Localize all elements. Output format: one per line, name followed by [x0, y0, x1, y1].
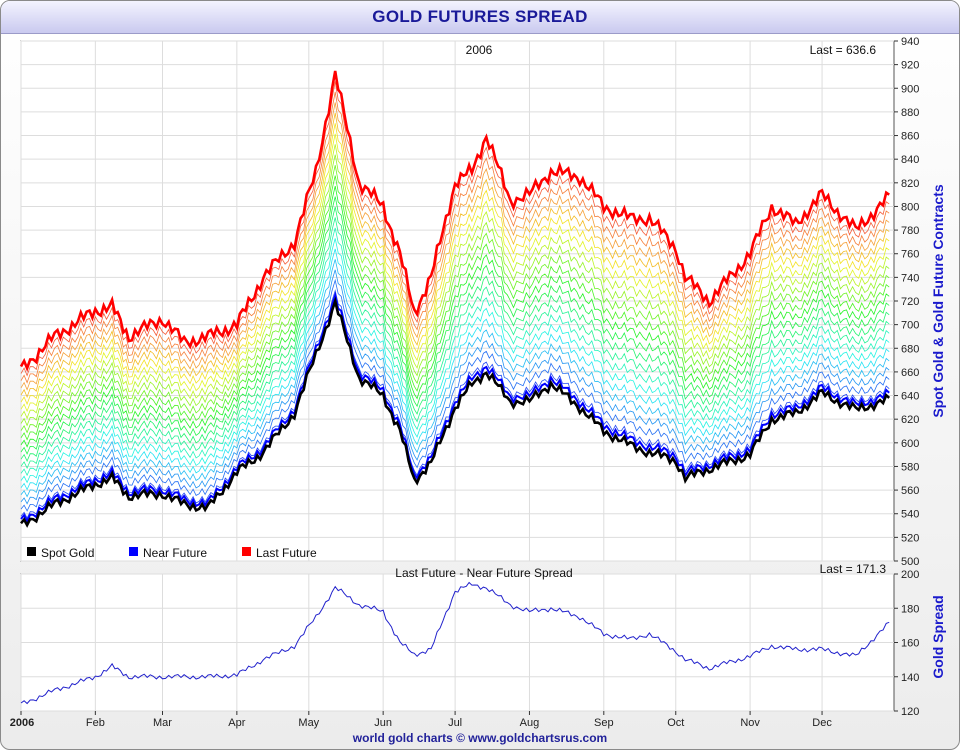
y-tick-label: 520: [901, 532, 919, 544]
y-tick-label: 640: [901, 391, 919, 403]
x-tick-label: Nov: [740, 717, 760, 729]
y-tick-label: 140: [901, 672, 919, 684]
legend: Spot Gold Near Future Last Future: [27, 546, 317, 560]
contract-line: [20, 217, 890, 470]
x-tick-label: Feb: [86, 717, 105, 729]
x-tick-label: Sep: [594, 717, 614, 729]
y-tick-label: 720: [901, 296, 919, 308]
contract-line: [20, 102, 890, 391]
legend-label: Near Future: [143, 546, 207, 560]
y-tick-label: 540: [901, 509, 919, 521]
x-tick-label: Dec: [812, 717, 832, 729]
contract-line: [20, 278, 890, 512]
contract-line: [20, 154, 890, 427]
y-tick-label: 120: [901, 706, 919, 718]
chart-title: GOLD FUTURES SPREAD: [372, 7, 588, 26]
contract-line: [20, 186, 890, 448]
x-tick-label: 2006: [10, 717, 34, 729]
contract-line: [20, 259, 890, 498]
spread-chart-title: Last Future - Near Future Spread: [395, 566, 572, 580]
series-near-future: [20, 291, 890, 523]
y-tick-label: 580: [901, 461, 919, 473]
contract-line: [20, 289, 890, 519]
contract-line: [20, 227, 890, 477]
top-chart-subtitle: 2006: [466, 43, 493, 57]
spread-last-value: Last = 171.3: [820, 562, 887, 576]
top-y-axis-title: Spot Gold & Gold Future Contracts: [930, 184, 946, 418]
y-tick-label: 160: [901, 638, 919, 650]
legend-swatch: [27, 547, 36, 556]
contract-line: [20, 175, 890, 441]
legend-label: Spot Gold: [41, 546, 94, 560]
x-tick-label: Jun: [374, 717, 392, 729]
x-tick-label: Mar: [153, 717, 172, 729]
y-tick-label: 560: [901, 485, 919, 497]
bottom-gridlines: [20, 573, 894, 712]
contract-line: [20, 133, 890, 413]
y-tick-label: 740: [901, 272, 919, 284]
y-tick-label: 680: [901, 343, 919, 355]
contract-line: [20, 123, 890, 406]
contract-line: [20, 248, 890, 491]
footer-credit: world gold charts © www.goldchartsrus.co…: [352, 731, 608, 745]
y-tick-label: 760: [901, 249, 919, 261]
contract-line: [20, 81, 890, 377]
y-tick-label: 620: [901, 414, 919, 426]
series-spot-gold: [20, 296, 891, 528]
y-tick-label: 700: [901, 320, 919, 332]
y-tick-label: 780: [901, 225, 919, 237]
contract-line: [20, 112, 890, 398]
contract-line: [20, 144, 890, 420]
x-tick-label: Oct: [667, 717, 684, 729]
legend-swatch: [129, 547, 138, 556]
y-tick-label: 880: [901, 107, 919, 119]
y-tick-label: 860: [901, 131, 919, 143]
legend-label: Last Future: [256, 546, 317, 560]
contract-line: [20, 269, 890, 505]
series-spread: [20, 581, 890, 705]
y-tick-label: 200: [901, 569, 919, 581]
bottom-y-axis-title: Gold Spread: [930, 595, 946, 678]
series-last-future: [19, 70, 890, 372]
legend-swatch: [242, 547, 251, 556]
y-tick-label: 800: [901, 201, 919, 213]
contract-line: [20, 165, 890, 434]
x-tick-label: Apr: [228, 717, 245, 729]
y-tick-label: 180: [901, 603, 919, 615]
x-tick-label: Aug: [520, 717, 540, 729]
contract-line: [20, 91, 890, 384]
contract-line: [20, 238, 890, 484]
y-tick-label: 820: [901, 178, 919, 190]
x-tick-label: May: [298, 717, 319, 729]
top-last-value: Last = 636.6: [810, 43, 877, 57]
contract-line: [20, 206, 890, 462]
y-tick-label: 940: [901, 36, 919, 48]
x-tick-label: Jul: [448, 717, 462, 729]
y-tick-label: 840: [901, 154, 919, 166]
y-tick-label: 500: [901, 556, 919, 568]
contract-line: [20, 196, 890, 455]
y-tick-label: 920: [901, 60, 919, 72]
y-tick-label: 660: [901, 367, 919, 379]
title-bar: GOLD FUTURES SPREAD: [1, 1, 959, 34]
y-tick-label: 600: [901, 438, 919, 450]
contract-lines: [20, 81, 890, 519]
y-tick-label: 900: [901, 83, 919, 95]
